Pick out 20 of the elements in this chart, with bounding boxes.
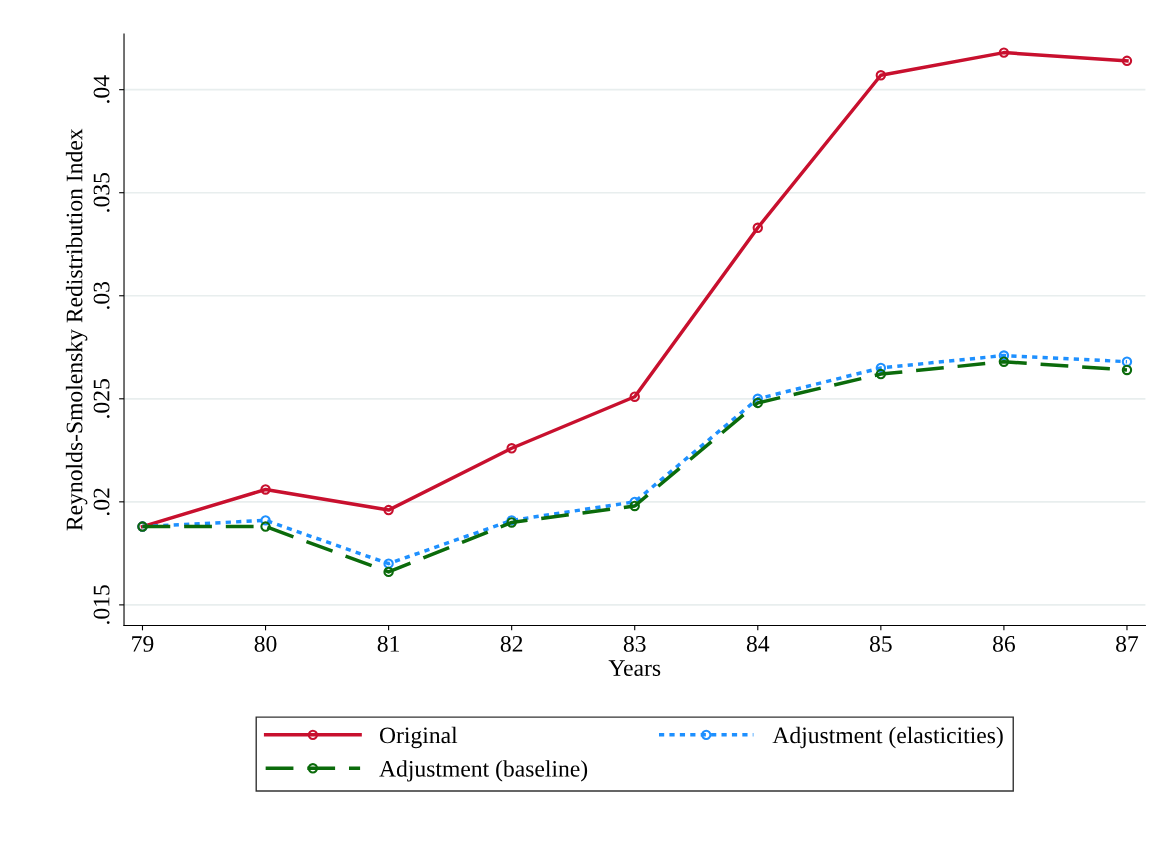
y-axis-title: Reynolds-Smolensky Redistribution Index <box>65 128 88 531</box>
x-tick-label: 83 <box>623 635 646 652</box>
x-tick-label: 82 <box>500 635 523 652</box>
x-tick-label: 84 <box>746 635 770 652</box>
legend-label: Adjustment (elasticities) <box>772 726 1003 749</box>
y-tick-label: .03 <box>93 281 110 309</box>
x-tick-label: 79 <box>132 635 154 652</box>
x-axis-title: Years <box>608 660 661 677</box>
x-tick-label: 80 <box>254 635 277 652</box>
legend-label: Adjustment (baseline) <box>379 760 588 782</box>
y-tick-label: .02 <box>93 488 110 516</box>
x-tick-label: 85 <box>869 635 892 652</box>
x-tick-label: 86 <box>993 635 1016 652</box>
y-tick-label: .04 <box>93 75 110 103</box>
y-tick-label: .025 <box>93 379 110 418</box>
x-tick-label: 87 <box>1116 635 1139 652</box>
y-tick-label: .035 <box>93 172 110 212</box>
x-tick-label: 81 <box>377 635 399 652</box>
legend-label: Original <box>379 726 458 749</box>
y-tick-label: .015 <box>93 585 110 624</box>
